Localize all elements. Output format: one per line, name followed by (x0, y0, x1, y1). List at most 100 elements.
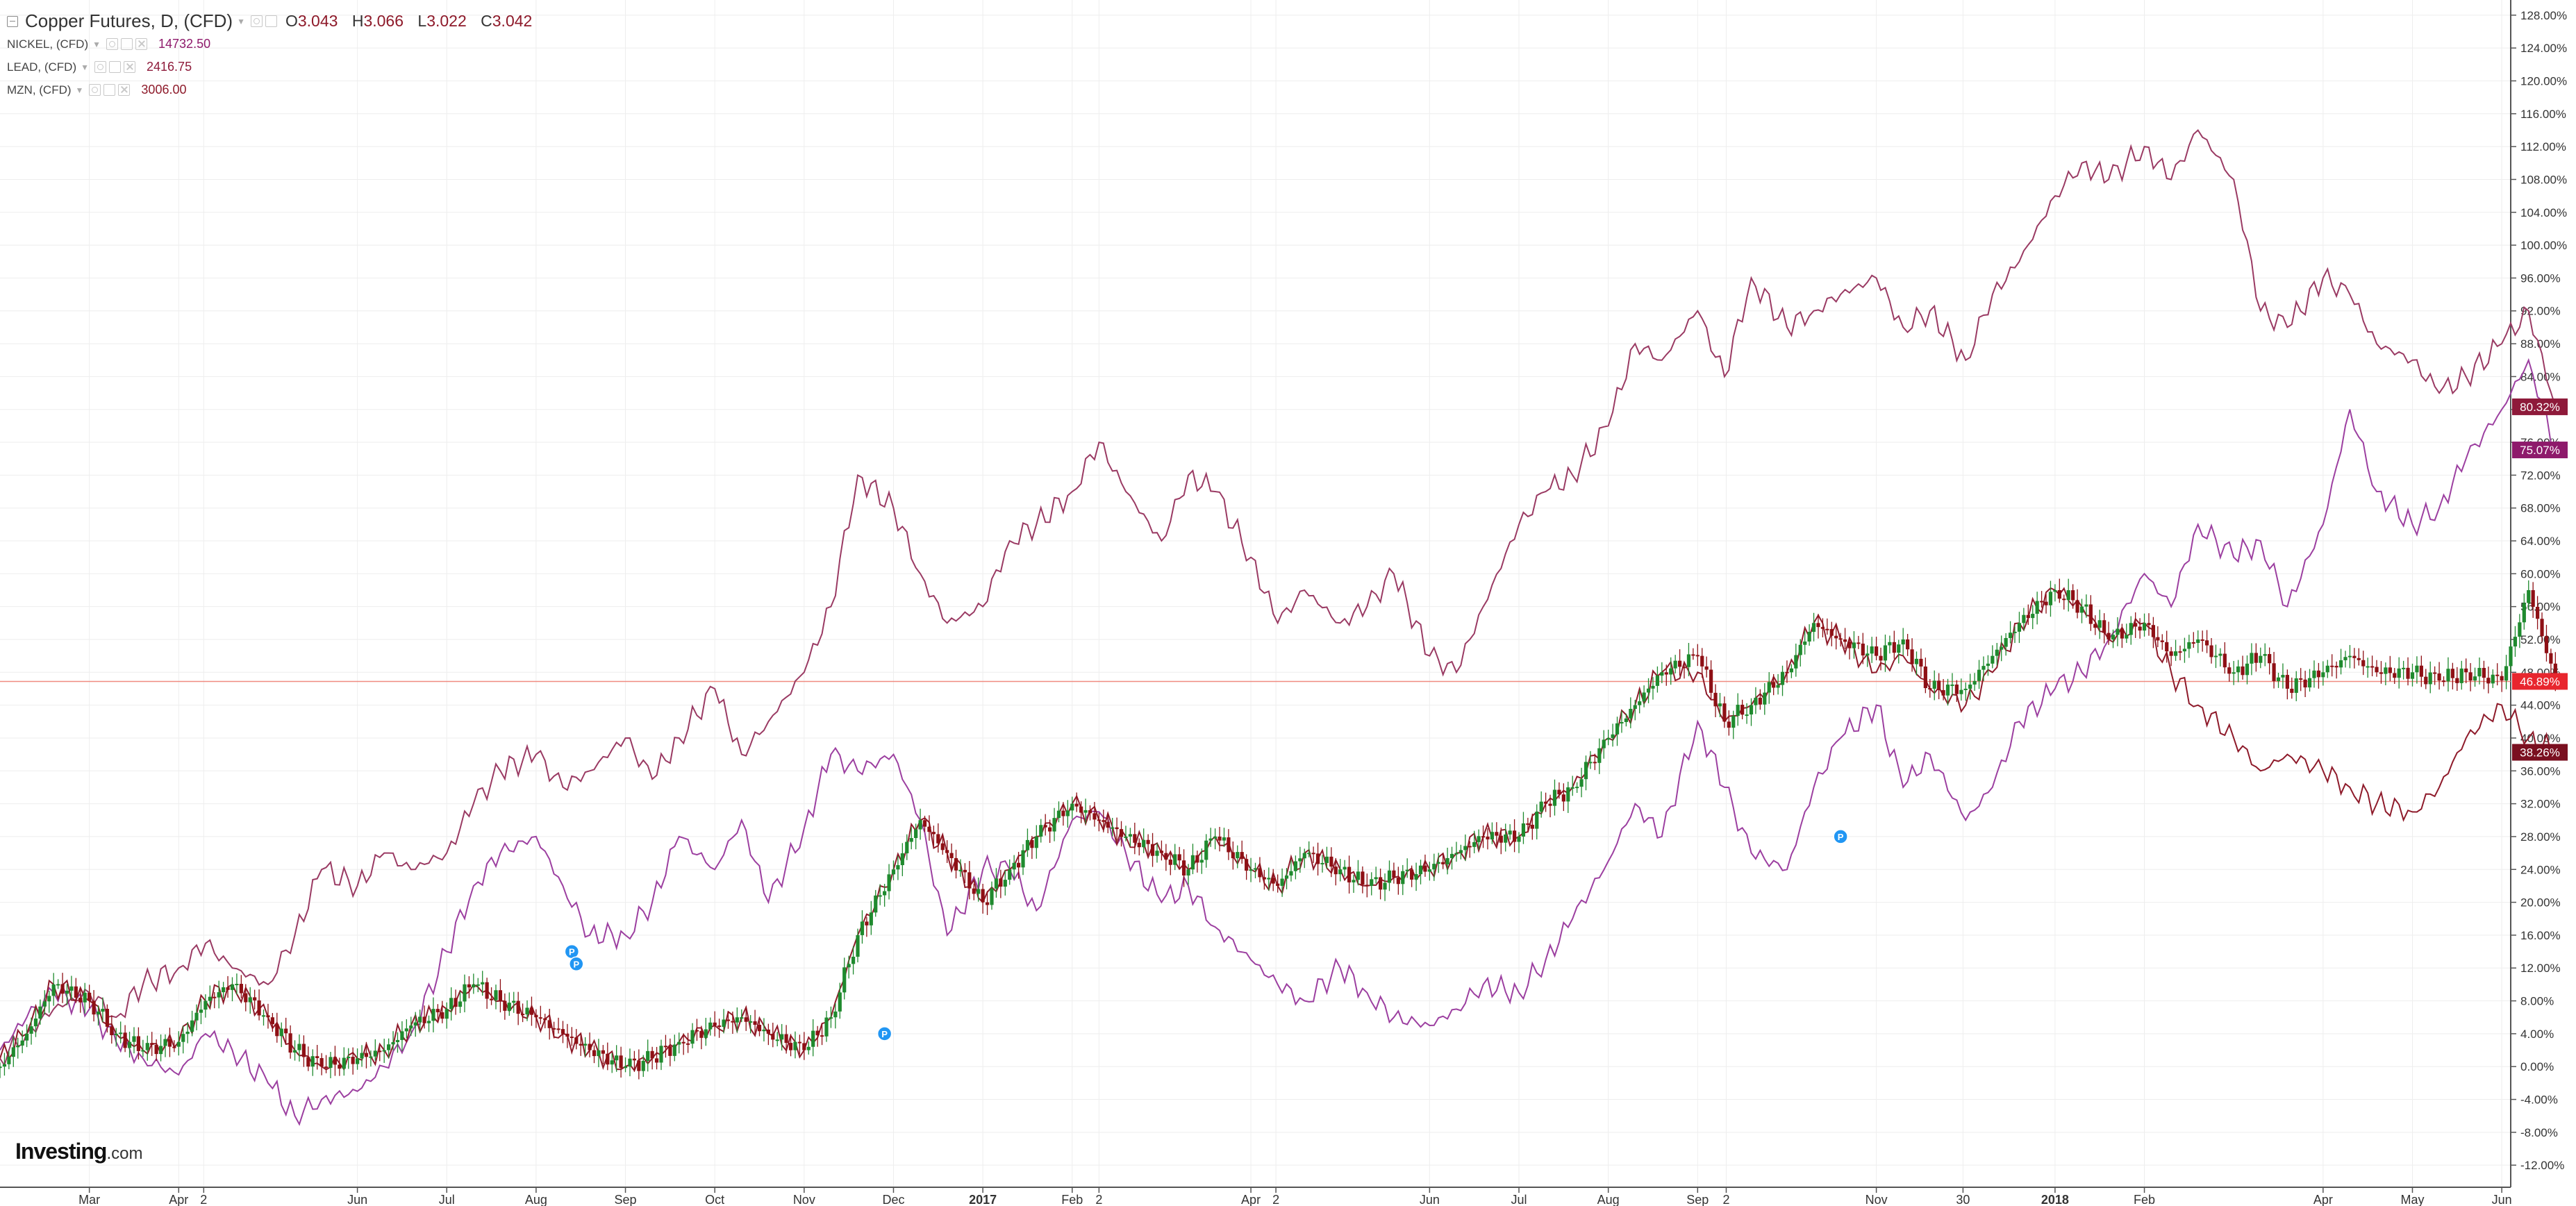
candle (842, 957, 847, 1000)
chevron-down-icon[interactable]: ▼ (81, 62, 90, 72)
candle-body (2066, 590, 2070, 601)
candle-body (1043, 825, 1047, 828)
candle (2066, 578, 2070, 612)
candle-body (1763, 692, 1767, 705)
candle (2370, 655, 2375, 677)
candle-body (2053, 590, 2057, 592)
candle (0, 1062, 2, 1078)
compare-symbol[interactable]: NICKEL, (CFD) (7, 37, 89, 51)
settings-icon[interactable] (106, 38, 119, 50)
candle (1142, 828, 1146, 853)
close-icon[interactable] (118, 84, 131, 96)
candle-body (2178, 651, 2182, 653)
chevron-down-icon[interactable]: ▼ (75, 85, 84, 95)
candle (1253, 862, 1258, 879)
close-icon[interactable] (124, 61, 136, 73)
candle-body (1240, 852, 1244, 860)
candle (1133, 822, 1137, 855)
candle (96, 1005, 101, 1026)
settings-icon[interactable] (89, 84, 101, 96)
candle-body (1410, 869, 1414, 880)
hide-icon[interactable] (103, 84, 116, 96)
compare-symbol[interactable]: MZN, (CFD) (7, 83, 72, 97)
candle-body (2071, 590, 2075, 601)
candle-body (1025, 839, 1030, 851)
candle (2173, 639, 2178, 661)
candle-body (324, 1066, 329, 1069)
main-symbol-title[interactable]: Copper Futures, D, (CFD) (25, 10, 233, 31)
candle (222, 982, 226, 999)
candle-body (829, 1017, 833, 1019)
candle (1718, 692, 1722, 717)
candle-body (1070, 803, 1074, 811)
candle (2129, 616, 2133, 645)
candle-body (1977, 669, 1981, 681)
candle-body (744, 1017, 748, 1022)
candle (2272, 651, 2276, 689)
candle (1414, 862, 1418, 891)
candle-body (641, 1060, 645, 1071)
candle (288, 1025, 292, 1059)
candle (2397, 657, 2401, 689)
candle (65, 984, 69, 1005)
candle (2375, 660, 2379, 677)
candle (1204, 834, 1208, 868)
candle-body (1561, 794, 1565, 802)
candle-body (1816, 623, 1820, 628)
candle-body (369, 1056, 373, 1058)
candle-body (1602, 739, 1606, 748)
candle-body (1106, 821, 1110, 828)
candle (2182, 637, 2187, 663)
candle-body (1865, 653, 1870, 656)
candle-body (248, 997, 252, 1003)
candle (2482, 660, 2486, 689)
candle-body (2522, 603, 2526, 623)
candle (1816, 614, 1820, 639)
candle-body (2213, 655, 2218, 658)
candle-body (1629, 708, 1633, 719)
candle-body (2375, 667, 2379, 673)
settings-icon[interactable] (94, 61, 107, 73)
hide-icon[interactable] (121, 38, 133, 50)
chevron-down-icon[interactable]: ▼ (237, 16, 245, 26)
candle-body (2062, 598, 2066, 601)
candle-body (395, 1039, 400, 1043)
candle-body (387, 1044, 391, 1050)
candle (1324, 846, 1329, 869)
candle-body (1981, 666, 1986, 670)
candle (1954, 680, 1959, 702)
candle (1245, 854, 1249, 880)
close-icon[interactable] (135, 38, 148, 50)
chevron-down-icon[interactable]: ▼ (92, 39, 101, 49)
candle (1092, 802, 1097, 827)
candle-body (681, 1041, 685, 1044)
candle (1508, 824, 1512, 840)
hide-icon[interactable] (109, 61, 122, 73)
candle (1302, 848, 1306, 869)
hide-icon[interactable] (265, 15, 277, 27)
candle (20, 1030, 24, 1053)
settings-icon[interactable] (250, 15, 263, 27)
candle (954, 849, 958, 879)
candle (347, 1048, 351, 1069)
compare-symbol[interactable]: LEAD, (CFD) (7, 60, 77, 74)
collapse-legend-icon[interactable] (7, 15, 18, 27)
candle-body (1870, 646, 1874, 654)
candle-body (2044, 601, 2048, 605)
candle-body (1928, 688, 1932, 690)
x-tick-label: Jul (1511, 1193, 1527, 1206)
candle-body (154, 1044, 158, 1055)
candle (1606, 729, 1611, 746)
candle (1477, 829, 1481, 851)
candle (1731, 710, 1736, 739)
candle (1686, 642, 1691, 676)
candle (1361, 866, 1365, 894)
candle-body (1700, 655, 1704, 667)
x-tick-label: Feb (1061, 1193, 1083, 1206)
candle-body (463, 984, 467, 1002)
candle-body (2232, 672, 2236, 674)
candle-body (1245, 859, 1249, 871)
candle-body (610, 1060, 614, 1065)
